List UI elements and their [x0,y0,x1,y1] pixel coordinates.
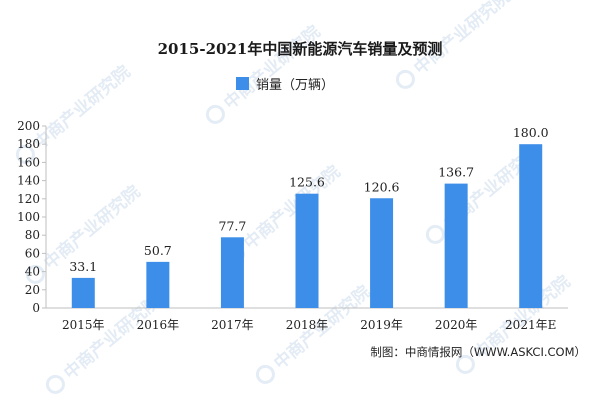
watermark-emblem [45,374,65,394]
y-tick-label: 160 [17,155,40,169]
y-tick-label: 20 [25,283,40,297]
y-tick-label: 40 [25,265,40,279]
watermark-text: 中商产业研究院 [30,61,135,154]
bar [370,198,394,308]
data-label: 120.6 [364,179,400,194]
bar [295,193,319,308]
y-tick-label: 180 [17,137,40,151]
source-note: 制图：中商情报网（WWW.ASKCI.COM） [370,345,586,359]
y-tick-label: 200 [17,119,40,133]
data-label: 33.1 [69,259,97,274]
legend-swatch [236,77,249,90]
x-tick-label: 2020年 [435,318,478,332]
watermark-emblem [255,364,275,384]
data-label: 136.7 [438,165,474,180]
bar [444,183,468,308]
y-tick-label: 120 [17,192,40,206]
watermark-logo: 中商产业研究院 [15,61,135,164]
x-tick-label: 2015年 [62,318,105,332]
legend: 销量（万辆） [236,77,334,93]
bar [220,237,244,308]
bars [71,144,543,308]
y-tick-label: 60 [25,246,40,260]
legend-label: 销量（万辆） [256,78,334,93]
watermark-logo: 中商产业研究院 [45,291,164,394]
bar [146,261,170,308]
y-tick-label: 0 [32,301,40,315]
chart-title: 2015-2021年中国新能源汽车销量及预测 [158,40,443,58]
data-label: 125.6 [289,175,325,190]
x-tick-label: 2017年 [211,318,254,332]
data-label: 77.7 [219,218,247,233]
watermark-text: 中商产业研究院 [220,21,325,114]
watermark-emblem [455,354,475,374]
bar [519,144,543,308]
watermark-logo: 中商产业研究院 [205,21,325,124]
data-labels: 33.1 50.7 77.7 125.6 120.6 136.7 180.0 [69,125,548,274]
x-tick-label: 2016年 [137,318,180,332]
watermark-emblem [15,144,35,164]
watermark-emblem [25,264,45,284]
bar [71,277,95,308]
x-axis-ticks: 2015年 2016年 2017年 2018年 2019年 2020年 2021年E [62,318,556,332]
y-tick-label: 80 [25,228,40,242]
y-tick-label: 140 [17,174,40,188]
x-tick-label: 2018年 [286,318,329,332]
data-label: 50.7 [144,243,172,258]
y-tick-label: 100 [17,210,40,224]
x-tick-label: 2019年 [360,318,403,332]
watermark-emblem [205,104,225,124]
watermark-emblem [425,224,445,244]
y-axis-ticks: 0 20 40 60 80 100 120 140 160 180 200 [17,119,46,315]
data-label: 180.0 [513,125,549,140]
watermark-emblem [395,69,415,89]
x-tick-label: 2021年E [505,318,556,332]
